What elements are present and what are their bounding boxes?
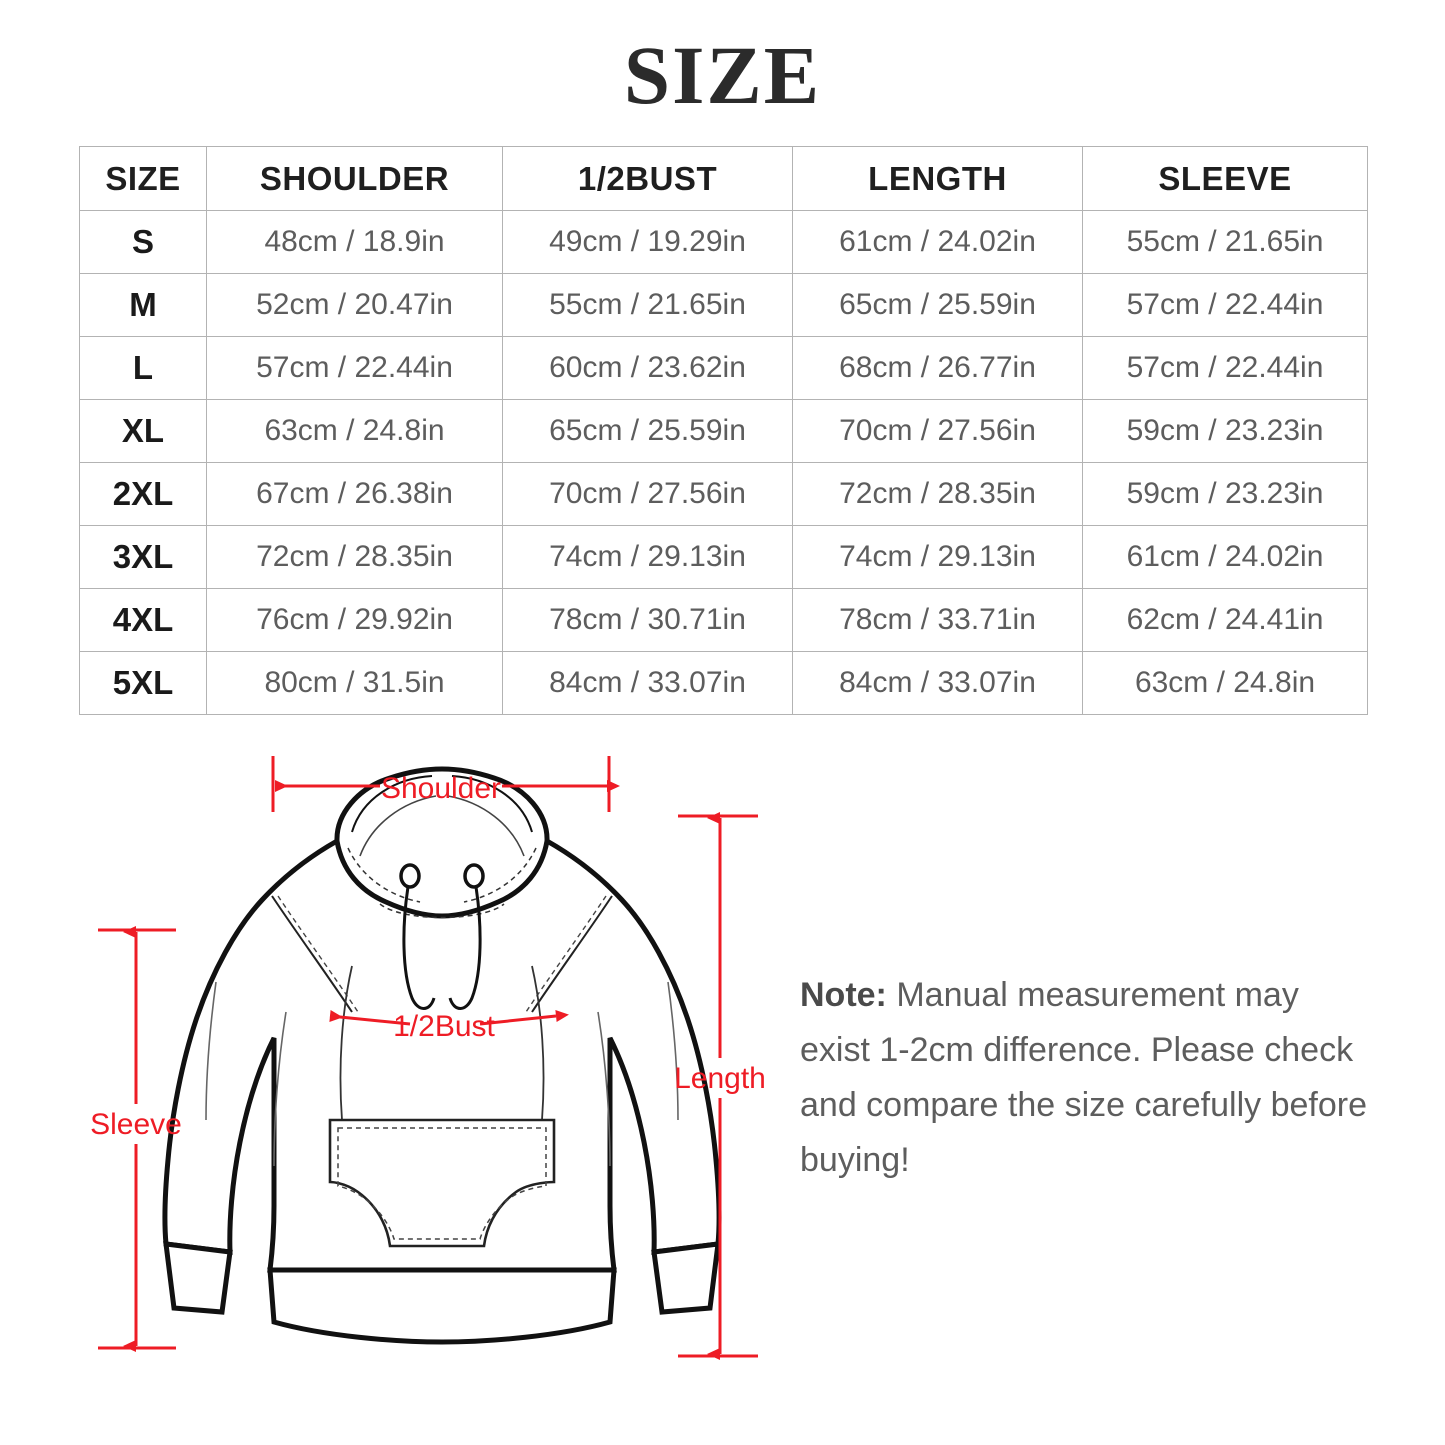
shoulder-seam-right <box>531 895 613 1013</box>
sleeve-drape-right-outer <box>667 981 679 1121</box>
sleeve-label: Sleeve <box>90 1108 182 1141</box>
cell-size: XL <box>79 399 207 463</box>
note-block: Note: Manual measurement may exist 1-2cm… <box>800 968 1375 1188</box>
collar-stitch-right <box>463 847 537 903</box>
cell-sleeve: 59cm / 23.23in <box>1082 399 1368 463</box>
hood-outer <box>334 766 550 919</box>
cell-size: L <box>79 336 207 400</box>
bust-label: 1/2Bust <box>393 1010 495 1043</box>
cell-length: 72cm / 28.35in <box>792 462 1083 526</box>
cell-shoulder: 67cm / 26.38in <box>206 462 503 526</box>
page-title: SIZE <box>623 29 822 121</box>
hem-band <box>267 1267 617 1345</box>
cell-sleeve: 61cm / 24.02in <box>1082 525 1368 589</box>
armhole-left <box>339 965 353 1121</box>
cell-sleeve: 57cm / 22.44in <box>1082 273 1368 337</box>
cell-bust: 70cm / 27.56in <box>502 462 793 526</box>
cell-bust: 78cm / 30.71in <box>502 588 793 652</box>
cell-length: 65cm / 25.59in <box>792 273 1083 337</box>
cell-sleeve: 57cm / 22.44in <box>1082 336 1368 400</box>
cell-length: 68cm / 26.77in <box>792 336 1083 400</box>
hoodie-illustration <box>162 766 722 1345</box>
table-header-row: SIZE SHOULDER 1/2BUST LENGTH SLEEVE <box>79 146 1368 211</box>
cell-bust: 49cm / 19.29in <box>502 210 793 274</box>
table-row: L 57cm / 22.44in 60cm / 23.62in 68cm / 2… <box>79 336 1368 400</box>
cell-bust: 74cm / 29.13in <box>502 525 793 589</box>
cell-size: 5XL <box>79 651 207 715</box>
cell-sleeve: 62cm / 24.41in <box>1082 588 1368 652</box>
table-row: 4XL 76cm / 29.92in 78cm / 30.71in 78cm /… <box>79 588 1368 652</box>
hoodie-technical-drawing: Shoulder 1/2Bust Sleeve Length <box>90 756 766 1360</box>
bust-dim-line-right <box>479 1010 569 1026</box>
table-row: 2XL 67cm / 26.38in 70cm / 27.56in 72cm /… <box>79 462 1368 526</box>
shoulder-seam-left <box>271 895 353 1013</box>
cell-size: 2XL <box>79 462 207 526</box>
collar-stitch-left <box>347 847 421 903</box>
kangaroo-pocket-stitch <box>337 1127 547 1240</box>
table-row: M 52cm / 20.47in 55cm / 21.65in 65cm / 2… <box>79 273 1368 337</box>
drawstring-right <box>448 886 482 1010</box>
hood-fold-right-2 <box>447 795 525 857</box>
cell-sleeve: 55cm / 21.65in <box>1082 210 1368 274</box>
table-header: SIZE SHOULDER 1/2BUST LENGTH SLEEVE <box>79 146 1368 211</box>
cell-bust: 60cm / 23.62in <box>502 336 793 400</box>
cell-length: 74cm / 29.13in <box>792 525 1083 589</box>
cell-size: S <box>79 210 207 274</box>
eyelet-right <box>463 863 485 889</box>
kangaroo-pocket <box>328 1118 556 1248</box>
cuff-right <box>651 1241 721 1315</box>
cell-length: 61cm / 24.02in <box>792 210 1083 274</box>
cell-sleeve: 59cm / 23.23in <box>1082 462 1368 526</box>
hood-fold-left <box>351 775 433 833</box>
cell-shoulder: 80cm / 31.5in <box>206 651 503 715</box>
cuff-left <box>163 1241 233 1315</box>
table-row: 3XL 72cm / 28.35in 74cm / 29.13in 74cm /… <box>79 525 1368 589</box>
cell-size: 4XL <box>79 588 207 652</box>
column-header-bust: 1/2BUST <box>502 146 793 211</box>
sleeve-drape-left-inner <box>273 1011 287 1167</box>
sleeve-drape-left-outer <box>205 981 217 1121</box>
cell-bust: 65cm / 25.59in <box>502 399 793 463</box>
cell-size: M <box>79 273 207 337</box>
cell-shoulder: 76cm / 29.92in <box>206 588 503 652</box>
eyelet-left <box>399 863 421 889</box>
column-header-size: SIZE <box>79 146 207 211</box>
table-row: S 48cm / 18.9in 49cm / 19.29in 61cm / 24… <box>79 210 1368 274</box>
cell-length: 78cm / 33.71in <box>792 588 1083 652</box>
table-body: S 48cm / 18.9in 49cm / 19.29in 61cm / 24… <box>79 210 1368 715</box>
armhole-right <box>531 965 545 1121</box>
sleeve-drape-right-inner <box>597 1011 611 1167</box>
cell-bust: 84cm / 33.07in <box>502 651 793 715</box>
table-row: XL 63cm / 24.8in 65cm / 25.59in 70cm / 2… <box>79 399 1368 463</box>
column-header-sleeve: SLEEVE <box>1082 146 1368 211</box>
cell-shoulder: 48cm / 18.9in <box>206 210 503 274</box>
cell-length: 84cm / 33.07in <box>792 651 1083 715</box>
size-table: SIZE SHOULDER 1/2BUST LENGTH SLEEVE S 48… <box>79 146 1368 715</box>
cell-sleeve: 63cm / 24.8in <box>1082 651 1368 715</box>
table-row: 5XL 80cm / 31.5in 84cm / 33.07in 84cm / … <box>79 651 1368 715</box>
measurement-guides: Shoulder 1/2Bust Sleeve Length <box>90 756 766 1360</box>
note-text: Manual measurement may exist 1-2cm diffe… <box>800 976 1367 1180</box>
cell-bust: 55cm / 21.65in <box>502 273 793 337</box>
bust-dim-line-left <box>329 1010 411 1026</box>
cell-shoulder: 52cm / 20.47in <box>206 273 503 337</box>
hood-fold-right <box>451 775 533 833</box>
neckline-stitch <box>379 903 505 919</box>
hood-fold-left-2 <box>359 795 437 857</box>
cell-length: 70cm / 27.56in <box>792 399 1083 463</box>
note-label: Note: <box>800 976 887 1014</box>
measurement-diagram: Shoulder 1/2Bust Sleeve Length <box>0 736 1445 1445</box>
cell-size: 3XL <box>79 525 207 589</box>
drawstring-left <box>402 886 436 1010</box>
shoulder-label: Shoulder <box>381 772 501 805</box>
cell-shoulder: 72cm / 28.35in <box>206 525 503 589</box>
cell-shoulder: 63cm / 24.8in <box>206 399 503 463</box>
column-header-length: LENGTH <box>792 146 1083 211</box>
column-header-shoulder: SHOULDER <box>206 146 503 211</box>
length-label: Length <box>674 1062 766 1095</box>
cell-shoulder: 57cm / 22.44in <box>206 336 503 400</box>
